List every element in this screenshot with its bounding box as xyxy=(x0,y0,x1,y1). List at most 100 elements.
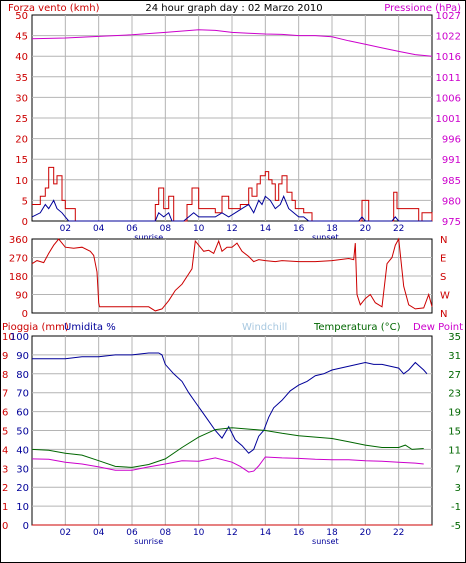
series-line-0 xyxy=(32,352,428,454)
y-right-tick-label: 975 xyxy=(442,217,461,228)
temperature-tick-label: 35 xyxy=(448,332,461,343)
x-tick-label: 20 xyxy=(360,224,372,234)
humidity-tick-label: 70 xyxy=(16,389,29,400)
y-right-tick-label: 985 xyxy=(442,176,461,187)
x-tick-label: 02 xyxy=(60,528,71,538)
temperature-tick-label: 19 xyxy=(448,408,461,419)
x-tick-label: 10 xyxy=(193,528,205,538)
series-group xyxy=(31,237,433,312)
series-group xyxy=(31,352,432,526)
temperature-tick-label: 3 xyxy=(455,483,461,494)
rain-tick-label: 5 xyxy=(2,427,8,438)
y-right-tick-label: 1006 xyxy=(436,93,461,104)
humidity-tick-label: 0 xyxy=(23,521,29,532)
x-tick-label: 14 xyxy=(260,224,272,234)
x-tick-label: 04 xyxy=(93,224,105,234)
y-right-tick-label: 1001 xyxy=(436,114,461,125)
series-line-0 xyxy=(31,29,433,57)
temperature-tick-label: 23 xyxy=(448,389,461,400)
x-tick-label: 22 xyxy=(393,528,404,538)
y-left-tick-label: 50 xyxy=(15,11,28,22)
humidity-tick-label: 30 xyxy=(16,464,29,475)
rain-tick-label: 3 xyxy=(2,464,8,475)
rain-tick-label: 10 xyxy=(2,332,15,343)
y-left-tick-label: 270 xyxy=(9,254,28,265)
rain-tick-label: 6 xyxy=(2,408,8,419)
humidity-tick-label: 10 xyxy=(16,502,29,513)
compass-label: N xyxy=(440,235,447,246)
y-left-tick-labels: 0 1 2 3 4 5 6 7 8 9 10 xyxy=(2,332,15,532)
compass-label: S xyxy=(440,272,446,283)
compass-label: E xyxy=(440,254,446,265)
series-line-1 xyxy=(31,427,424,468)
temperature-tick-label: -5 xyxy=(451,521,461,532)
windchill-label: Windchill xyxy=(242,322,287,333)
compass-label: N xyxy=(440,309,447,320)
x-tick-label: 08 xyxy=(160,224,172,234)
y-left-tick-label: 0 xyxy=(22,309,28,320)
series-line-2 xyxy=(31,456,424,473)
y-right-tick-label: 991 xyxy=(442,155,461,166)
y-left-tick-label: 15 xyxy=(15,155,28,166)
y-left2-tick-labels: 0 10 20 30 40 50 60 70 80 90 100 xyxy=(10,332,29,532)
x-tick-label: 16 xyxy=(293,528,305,538)
y-left-tick-label: 0 xyxy=(22,217,28,228)
humidity-tick-label: 90 xyxy=(16,351,29,362)
temperature-tick-label: -1 xyxy=(451,502,461,513)
x-tick-label: 18 xyxy=(326,528,338,538)
y-left-tick-label: 20 xyxy=(15,135,28,146)
x-tick-label: 06 xyxy=(126,224,138,234)
temperature-axis-title: Temperatura (°C) xyxy=(313,322,401,333)
chart-title: 24 hour graph day : 02 Marzo 2010 xyxy=(145,3,322,14)
rain-axis-title: Pioggia (mm) xyxy=(2,322,69,333)
y-right-tick-label: 1011 xyxy=(436,73,461,84)
temperature-tick-label: 31 xyxy=(448,351,461,362)
humidity-tick-label: 100 xyxy=(10,332,29,343)
rain-tick-label: 1 xyxy=(2,502,8,513)
sunset-label: sunset xyxy=(312,537,339,546)
y-left-tick-label: 30 xyxy=(15,93,28,104)
y-left-tick-label: 360 xyxy=(9,235,28,246)
x-tick-labels: 02 04 06 08 10 12 14 16 18 20 22 xyxy=(60,224,405,234)
x-tick-label: 04 xyxy=(93,528,105,538)
x-tick-label: 02 xyxy=(60,224,71,234)
y-left-tick-labels: 0 5 10 15 20 25 30 35 40 45 50 xyxy=(15,11,28,228)
y-left-tick-label: 45 xyxy=(15,32,28,43)
x-tick-label: 20 xyxy=(360,528,372,538)
y-right-tick-labels: 975 980 985 991 996 1001 1006 1011 1016 1022 1027 xyxy=(436,11,461,228)
humidity-axis-title: Umidita % xyxy=(64,322,116,333)
y-left-tick-label: 10 xyxy=(15,176,28,187)
grid xyxy=(32,15,432,221)
x-tick-label: 12 xyxy=(226,528,237,538)
x-tick-label: 06 xyxy=(126,528,138,538)
dewpoint-label: Dew Point xyxy=(413,322,463,333)
temperature-tick-label: 11 xyxy=(448,445,461,456)
y-right-tick-label: 980 xyxy=(442,196,461,207)
x-tick-label: 12 xyxy=(226,224,237,234)
direction-line-0 xyxy=(31,237,433,312)
humidity-tick-label: 60 xyxy=(16,408,29,419)
y-right-tick-labels: -5 -1 3 7 11 15 19 23 27 31 35 xyxy=(448,332,461,532)
temperature-tick-label: 15 xyxy=(448,427,461,438)
series-group xyxy=(31,29,433,222)
x-tick-label: 08 xyxy=(160,528,172,538)
sunrise-label: sunrise xyxy=(134,233,163,242)
rain-tick-label: 8 xyxy=(2,370,8,381)
rain-tick-label: 9 xyxy=(2,351,8,362)
y-right-tick-label: 1022 xyxy=(436,32,461,43)
sun-markers: sunrise sunset xyxy=(134,537,338,546)
y-right-axis-title: Pressione (hPa) xyxy=(384,3,461,14)
y-left-tick-label: 35 xyxy=(15,73,28,84)
x-tick-label: 16 xyxy=(293,224,305,234)
x-tick-label: 10 xyxy=(193,224,205,234)
y-right-tick-label: 1016 xyxy=(436,52,461,63)
sunrise-label: sunrise xyxy=(134,537,163,546)
y-left-tick-label: 180 xyxy=(9,272,28,283)
y-right-tick-label: 996 xyxy=(442,135,461,146)
y-left-tick-labels: 0 90 180 270 360 xyxy=(9,235,28,320)
y-left-tick-label: 25 xyxy=(15,114,28,125)
x-tick-labels: 02 04 06 08 10 12 14 16 18 20 22 xyxy=(60,528,405,538)
rain-tick-label: 2 xyxy=(2,483,8,494)
y-left-tick-label: 90 xyxy=(15,291,28,302)
